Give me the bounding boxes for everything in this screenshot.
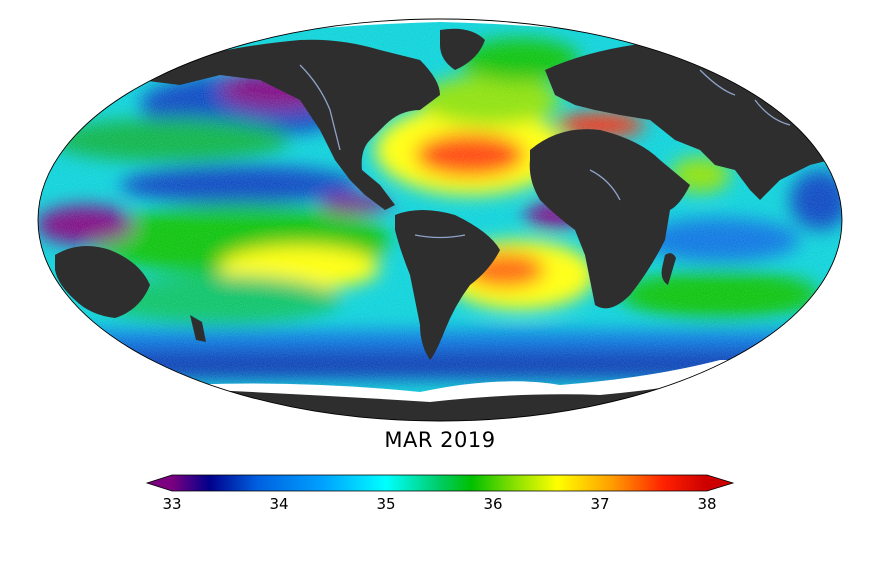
map-title: MAR 2019 xyxy=(384,428,496,452)
new-zealand-land xyxy=(190,315,206,342)
river-ob xyxy=(699,69,736,96)
australia-land xyxy=(55,246,150,318)
north-america-land xyxy=(140,39,440,210)
river-niger xyxy=(589,169,621,201)
south-america-land xyxy=(395,210,500,360)
africa-land xyxy=(529,129,690,309)
globe-outline xyxy=(37,18,843,422)
river-amazon xyxy=(414,234,466,239)
colorbar-max-extension xyxy=(707,475,733,491)
colorbar-tick-label: 37 xyxy=(590,495,610,513)
river-mississippi xyxy=(299,64,341,151)
colorbar-outline xyxy=(145,474,735,492)
colorbar-tick-label: 34 xyxy=(269,495,289,513)
colorbar-tick-label: 35 xyxy=(376,495,396,513)
ocean-salinity-field xyxy=(38,19,842,421)
colorbar-tick-label: 36 xyxy=(483,495,503,513)
colorbar-tick-label: 38 xyxy=(697,495,717,513)
rivers xyxy=(299,64,791,239)
colorbar-tick-label: 33 xyxy=(162,495,182,513)
greenland-land xyxy=(440,28,485,70)
colorbar-min-extension xyxy=(147,475,172,491)
river-yenisei xyxy=(754,99,791,126)
colorbar xyxy=(145,474,735,492)
madagascar-land xyxy=(661,253,676,285)
colorbar-gradient xyxy=(172,475,707,491)
